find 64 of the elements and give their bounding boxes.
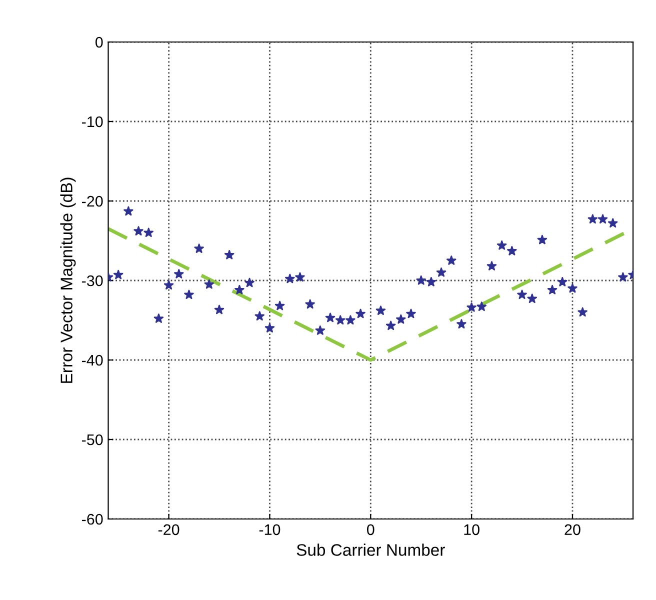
point <box>376 306 386 315</box>
y-tick-label: -60 <box>82 514 103 525</box>
y-tick-label: -40 <box>82 354 103 366</box>
point <box>244 278 254 288</box>
x-tick-label: 0 <box>366 524 374 536</box>
x-tick-label: 20 <box>564 524 580 536</box>
point <box>295 272 305 282</box>
point <box>154 314 164 323</box>
point <box>315 326 326 335</box>
x-tick-label: -20 <box>158 524 180 536</box>
y-tick-label: -30 <box>82 275 103 286</box>
point <box>588 214 598 224</box>
point <box>335 315 346 324</box>
point <box>346 315 356 324</box>
point <box>578 307 588 317</box>
point <box>204 279 214 289</box>
point <box>598 214 608 224</box>
point <box>426 277 436 286</box>
y-tick-label: -50 <box>82 434 103 446</box>
point <box>285 274 295 284</box>
point <box>547 284 558 294</box>
point <box>164 280 174 290</box>
y-tick-label: -10 <box>82 116 103 128</box>
point <box>124 206 134 216</box>
point <box>174 269 184 278</box>
point <box>396 314 406 324</box>
x-tick-label: -10 <box>259 524 280 536</box>
point <box>568 283 578 293</box>
point <box>113 270 124 280</box>
point <box>446 256 456 265</box>
point <box>356 308 366 318</box>
point <box>214 304 224 314</box>
point <box>194 244 204 253</box>
x-tick-label: 10 <box>464 524 480 536</box>
point <box>274 300 285 310</box>
point <box>527 294 537 304</box>
x-axis-title: Sub Carrier Number <box>296 544 445 556</box>
point <box>184 290 194 300</box>
point <box>264 323 275 332</box>
point <box>325 312 336 322</box>
point <box>476 302 487 311</box>
point <box>254 311 264 321</box>
point <box>466 302 476 312</box>
point <box>406 308 416 318</box>
point <box>436 267 446 277</box>
point <box>486 261 497 270</box>
point <box>386 320 396 330</box>
point <box>144 228 154 238</box>
point <box>224 250 234 260</box>
point <box>507 246 517 256</box>
y-tick-label: -20 <box>82 196 103 207</box>
y-axis-title: Error Vector Magnitude (dB) <box>60 178 76 383</box>
point <box>416 275 426 285</box>
point <box>305 299 315 309</box>
point <box>618 272 628 282</box>
point <box>517 290 527 300</box>
point <box>234 284 244 294</box>
point <box>608 218 618 228</box>
point <box>134 226 144 236</box>
point <box>496 240 507 250</box>
point <box>456 319 466 328</box>
y-tick-label: 0 <box>95 36 103 48</box>
point <box>537 234 548 244</box>
point <box>558 277 568 286</box>
